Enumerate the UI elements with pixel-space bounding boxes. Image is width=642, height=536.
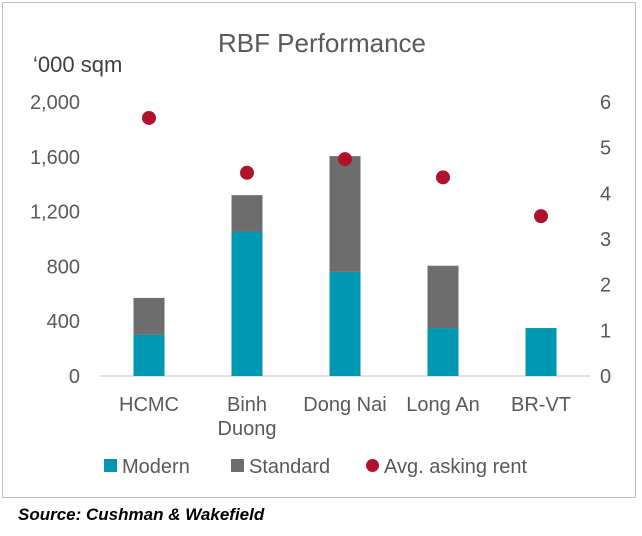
y-tick-label: 2,000 [30,92,80,114]
legend: Modern Standard Avg. asking rent [104,456,527,478]
rent-marker [436,170,450,185]
chart-title: RBF Performance [218,28,426,58]
rent-markers [142,110,548,224]
y2-tick-label: 0 [600,366,611,388]
y2-tick-label: 6 [600,92,611,114]
chart: RBF Performance ‘000 sqm 0 400 800 1,200 1,6… [30,28,611,478]
y-tick-label: 400 [47,311,80,333]
y-tick-label: 800 [47,256,80,278]
bar-modern [525,328,557,376]
rent-marker [338,152,352,167]
legend-label: Modern [122,456,190,478]
y-tick-label: 1,600 [30,147,80,169]
y2-tick-label: 5 [600,138,611,160]
legend-swatch [231,459,244,472]
x-axis-labels: HCMC Binh Duong Dong Nai Long An BR-VT [119,394,571,440]
legend-swatch [104,459,117,472]
x-tick-label: HCMC [119,394,179,416]
y2-tick-label: 4 [600,183,611,205]
bar-modern [427,328,459,376]
rent-marker [534,209,548,224]
bar-modern [329,271,361,376]
chart-frame [2,2,636,498]
x-tick-label: Binh Duong [218,394,277,440]
y-axis-label: ‘000 sqm [33,52,122,77]
rent-marker [240,165,254,180]
bar-standard [231,195,263,232]
y-axis-ticks: 0 400 800 1,200 1,600 2,000 [30,92,80,388]
bar-modern [133,334,165,376]
bar-standard [329,156,361,272]
bar-modern [231,231,263,376]
bar-standard [133,297,165,335]
secondary-y-axis-ticks: 0 1 2 3 4 5 6 [600,92,611,388]
x-tick-label: BR-VT [511,394,571,416]
legend-swatch [366,459,379,472]
rent-marker [142,110,156,125]
y2-tick-label: 2 [600,275,611,297]
y-tick-label: 1,200 [30,202,80,224]
x-tick-label: Long An [406,394,479,416]
y-tick-label: 0 [69,366,80,388]
y2-tick-label: 3 [600,229,611,251]
source-note: Source: Cushman & Wakefield [18,505,265,524]
y2-tick-label: 1 [600,320,611,342]
legend-label: Avg. asking rent [384,456,527,478]
legend-label: Standard [249,456,330,478]
bars [133,156,557,376]
bar-standard [427,265,459,329]
x-tick-label: Dong Nai [303,394,386,416]
